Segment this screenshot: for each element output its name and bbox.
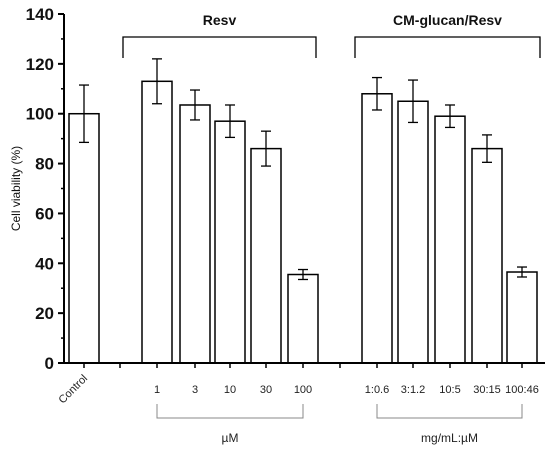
- x-tick-label: 30:15: [473, 384, 501, 396]
- x-tick-label: 100: [294, 384, 312, 396]
- x-tick-label: 1: [154, 384, 160, 396]
- x-tick-label: 30: [260, 384, 272, 396]
- x-tick-label: 100:46: [505, 384, 539, 396]
- bar: [472, 149, 502, 363]
- bar: [180, 105, 210, 363]
- unit-label: mg/mL:µM: [421, 431, 478, 445]
- x-tick-label: 10: [224, 384, 236, 396]
- y-tick-label: 0: [45, 354, 54, 373]
- bars: [69, 59, 537, 363]
- bar: [435, 116, 465, 363]
- group-title: Resv: [203, 12, 237, 28]
- y-tick-label: 40: [35, 254, 54, 273]
- bar: [215, 121, 245, 363]
- x-tick-label: 3: [192, 384, 198, 396]
- bar: [251, 149, 281, 363]
- y-axis-ticks: 0 20 40 60 80 100 120 140: [26, 5, 64, 373]
- x-tick-label: 10:5: [439, 384, 460, 396]
- x-tick-label: 3:1.2: [401, 384, 425, 396]
- unit-bracket: [157, 404, 303, 418]
- y-tick-label: 140: [26, 5, 54, 24]
- y-tick-label: 100: [26, 105, 54, 124]
- x-tick-label: Control: [57, 373, 91, 407]
- x-axis-ticks: Control 1 3 10 30 100 1:0.6 3:1.2 10:5 30:15 100:4…: [57, 363, 539, 406]
- group-title: CM-glucan/Resv: [393, 12, 502, 28]
- y-tick-label: 20: [35, 304, 54, 323]
- group-bracket: [123, 37, 316, 58]
- bar: [142, 81, 172, 363]
- bar: [288, 275, 318, 363]
- bar: [507, 272, 537, 363]
- bar: [362, 94, 392, 363]
- y-tick-label: 60: [35, 204, 54, 223]
- x-tick-label: 1:0.6: [365, 384, 389, 396]
- y-tick-label: 120: [26, 55, 54, 74]
- y-tick-label: 80: [35, 155, 54, 174]
- unit-bracket: [377, 404, 522, 418]
- y-axis-title: Cell viability (%): [9, 146, 23, 231]
- bar: [398, 101, 428, 363]
- unit-label: µM: [222, 431, 239, 445]
- bar: [69, 114, 99, 363]
- group-bracket: [355, 37, 540, 58]
